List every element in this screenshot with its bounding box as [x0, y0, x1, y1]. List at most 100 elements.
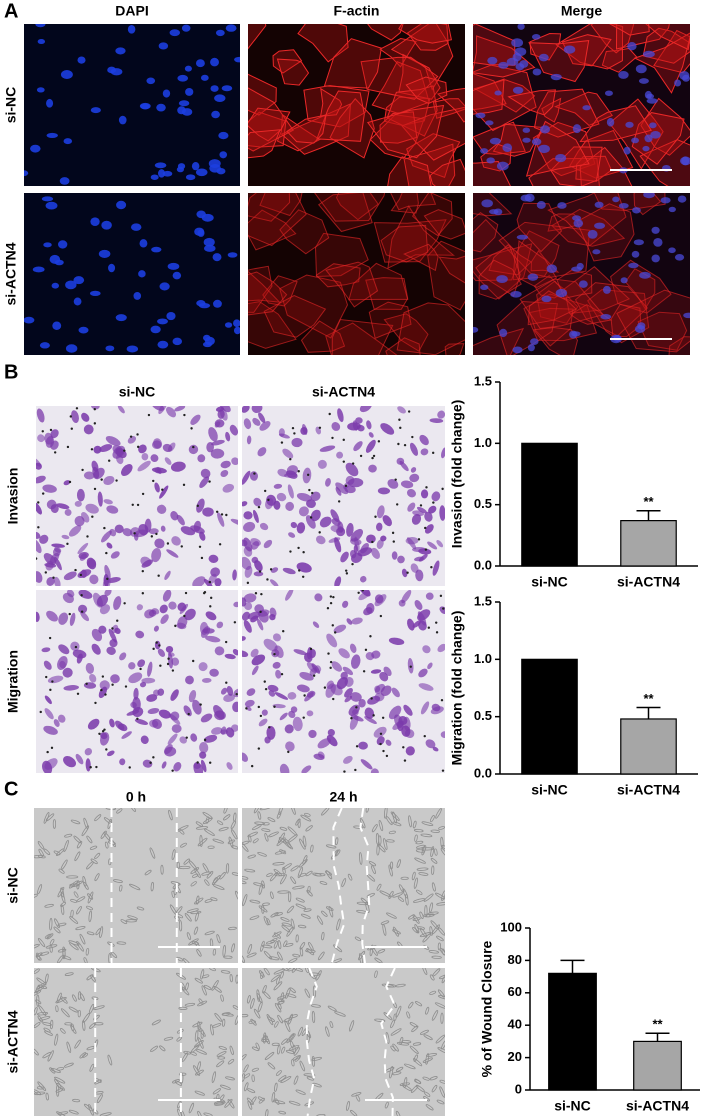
cell: [281, 1046, 286, 1054]
cell: [347, 422, 361, 431]
cell: [114, 524, 124, 534]
nucleus: [520, 194, 532, 202]
cell: [252, 509, 259, 524]
cell: [274, 692, 289, 700]
cell: [231, 943, 235, 953]
cell: [188, 444, 199, 455]
nucleus: [45, 201, 58, 210]
pore: [371, 456, 374, 460]
cell: [273, 932, 282, 939]
cell: [157, 648, 166, 657]
pore: [280, 672, 284, 676]
cell: [153, 625, 159, 632]
pore: [180, 545, 183, 548]
cell: [410, 563, 419, 573]
nucleus: [233, 326, 240, 335]
cell: [430, 706, 444, 715]
cell: [312, 621, 320, 628]
cell: [39, 534, 49, 544]
cell: [262, 822, 270, 826]
nucleus: [606, 117, 615, 127]
cell: [201, 871, 212, 876]
cell: [316, 90, 365, 142]
cell: [248, 193, 291, 222]
nucleus: [488, 209, 499, 215]
cell: [387, 479, 399, 489]
pore: [49, 688, 52, 692]
cell: [195, 895, 200, 905]
cell: [392, 821, 402, 827]
cell: [56, 1111, 67, 1116]
cell: [264, 1034, 270, 1045]
nucleus: [522, 137, 531, 143]
pore: [104, 693, 107, 696]
cell: [380, 224, 429, 263]
cell: [409, 473, 420, 483]
cell: [159, 1045, 166, 1052]
nucleus: [65, 344, 78, 353]
cell: [334, 837, 339, 846]
cell: [233, 601, 238, 608]
cell: [93, 1005, 105, 1010]
pore: [209, 605, 212, 608]
cell: [329, 98, 375, 159]
cell: [374, 970, 378, 978]
cell: [378, 835, 382, 845]
nucleus: [98, 249, 111, 258]
nucleus: [494, 90, 502, 96]
cell: [36, 457, 41, 467]
cell: [214, 1012, 223, 1022]
y-tick-label: 40: [508, 1017, 522, 1032]
cell: [130, 808, 136, 812]
cell: [55, 997, 67, 1004]
cell: [371, 865, 376, 875]
cell: [213, 986, 222, 993]
cell: [256, 993, 263, 1004]
cell: [137, 460, 151, 472]
cell: [277, 1044, 281, 1055]
cell: [36, 475, 46, 484]
cell: [70, 641, 80, 652]
cell: [210, 439, 225, 446]
micrograph: [36, 406, 238, 586]
cell: [112, 879, 123, 883]
cell: [414, 1079, 421, 1084]
pore: [41, 492, 45, 495]
cell: [54, 1076, 66, 1084]
pore: [68, 612, 71, 616]
pore: [215, 510, 219, 514]
cell: [338, 648, 350, 659]
cell: [429, 990, 437, 995]
nucleus: [633, 239, 644, 246]
cell: [36, 977, 47, 986]
cell: [243, 620, 252, 633]
cell: [365, 439, 376, 453]
cell: [37, 984, 48, 989]
cell: [350, 550, 357, 559]
cell: [263, 295, 327, 338]
cell: [421, 821, 434, 826]
nucleus: [502, 143, 513, 153]
nucleus: [635, 64, 647, 74]
cell: [61, 534, 70, 540]
nucleus: [158, 42, 169, 50]
cell: [280, 917, 290, 922]
cell: [364, 716, 377, 724]
cell: [316, 915, 324, 925]
cell: [395, 1066, 404, 1072]
cell: [200, 969, 205, 980]
cell: [76, 940, 84, 952]
cell: [273, 633, 282, 642]
cell: [126, 710, 140, 716]
cell: [52, 819, 57, 829]
cell: [88, 910, 92, 923]
cell: [259, 193, 303, 217]
cell: [276, 492, 287, 502]
cell: [216, 1051, 227, 1057]
pore: [350, 717, 353, 720]
cell: [86, 905, 94, 911]
cell: [141, 452, 149, 461]
cell: [57, 655, 68, 670]
cell: [418, 683, 434, 691]
cell: [186, 908, 199, 913]
